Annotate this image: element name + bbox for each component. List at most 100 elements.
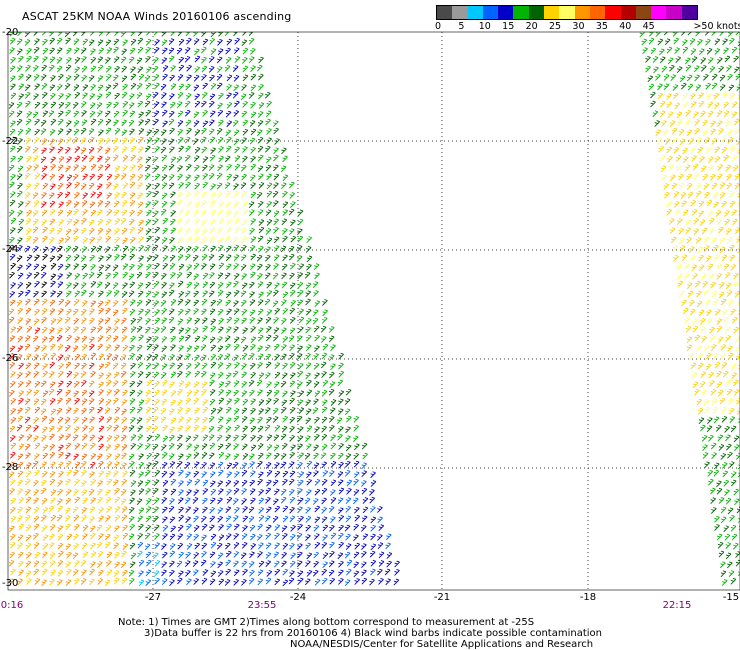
wind-barb xyxy=(710,120,716,128)
wind-barb xyxy=(321,487,328,495)
wind-barb xyxy=(170,344,176,352)
wind-barb xyxy=(361,577,368,585)
wind-barb xyxy=(716,120,723,128)
wind-barb xyxy=(226,326,232,334)
wind-barb xyxy=(700,424,706,432)
wind-barb xyxy=(16,173,23,181)
wind-barb xyxy=(25,74,32,81)
wind-barb xyxy=(712,406,719,414)
wind-barb xyxy=(722,91,729,99)
wind-barb xyxy=(10,506,16,514)
wind-barb xyxy=(691,56,698,64)
wind-barb xyxy=(250,533,256,541)
wind-barb xyxy=(193,515,199,523)
wind-barb xyxy=(81,469,87,477)
wind-barb xyxy=(664,38,671,46)
wind-barb xyxy=(121,119,127,127)
wind-barb xyxy=(226,316,233,324)
wind-barb xyxy=(698,254,704,262)
wind-barb xyxy=(202,406,209,414)
wind-barb xyxy=(89,237,95,244)
wind-barb xyxy=(282,235,288,243)
wind-barb xyxy=(265,515,271,523)
wind-barb xyxy=(161,363,168,371)
wind-barb xyxy=(687,83,694,91)
wind-barb xyxy=(306,471,312,479)
wind-barb xyxy=(232,498,239,505)
wind-barb xyxy=(24,92,31,99)
wind-barb xyxy=(728,190,735,198)
wind-barb xyxy=(328,560,335,568)
wind-barb xyxy=(273,343,280,351)
wind-barb xyxy=(353,460,360,468)
wind-barb xyxy=(106,209,113,216)
wind-barb xyxy=(137,371,144,378)
wind-barb xyxy=(354,542,361,550)
wind-barb xyxy=(241,416,248,423)
wind-barb xyxy=(673,255,679,262)
wind-barb xyxy=(170,191,176,199)
wind-barb xyxy=(200,200,207,208)
wind-barb xyxy=(201,443,208,450)
wind-barb xyxy=(16,255,23,263)
wind-barb xyxy=(338,352,344,360)
wind-barb xyxy=(26,155,32,163)
wind-barb xyxy=(202,497,208,505)
wind-barb xyxy=(250,47,256,55)
wind-barb xyxy=(688,138,695,145)
wind-barb xyxy=(176,156,183,163)
wind-barb xyxy=(25,452,31,460)
wind-barb xyxy=(33,532,39,540)
wind-barb xyxy=(353,452,359,460)
wind-barb xyxy=(112,82,119,90)
wind-barb xyxy=(105,307,111,315)
wind-barb xyxy=(670,236,677,244)
wind-barb xyxy=(226,308,232,316)
wind-barb xyxy=(663,32,668,36)
wind-barb xyxy=(184,47,191,54)
wind-barb xyxy=(680,82,687,90)
wind-barb xyxy=(154,182,160,190)
wind-barb xyxy=(89,93,96,100)
wind-barb xyxy=(225,515,232,523)
wind-barb xyxy=(154,137,160,145)
wind-barb xyxy=(682,209,689,217)
wind-barb xyxy=(680,192,687,199)
wind-barb xyxy=(154,559,161,567)
wind-barb xyxy=(112,300,119,307)
wind-barb xyxy=(233,110,240,117)
wind-barb xyxy=(48,417,55,425)
wind-barb xyxy=(338,532,344,540)
wind-barb xyxy=(89,578,95,586)
wind-barb xyxy=(80,309,87,316)
wind-barb xyxy=(726,561,733,569)
wind-barb xyxy=(306,460,313,468)
wind-barb xyxy=(217,237,224,245)
wind-barb xyxy=(74,560,80,567)
wind-barb xyxy=(281,272,287,280)
wind-barb xyxy=(226,38,233,46)
wind-barb xyxy=(202,317,208,325)
wind-barb xyxy=(178,506,184,514)
wind-barb xyxy=(58,550,64,558)
wind-barb xyxy=(702,119,708,127)
wind-barb xyxy=(322,399,328,407)
wind-barb xyxy=(138,507,145,515)
wind-barb xyxy=(305,524,312,532)
wind-barb xyxy=(66,380,73,388)
wind-barb xyxy=(714,361,721,369)
wind-barb xyxy=(249,417,256,425)
wind-barb xyxy=(337,471,344,478)
wind-barb xyxy=(121,462,127,470)
wind-barb xyxy=(201,550,207,558)
wind-barb xyxy=(273,316,279,324)
wind-barb xyxy=(42,534,49,542)
wind-barb xyxy=(40,128,47,135)
wind-barb xyxy=(66,533,73,541)
wind-barb xyxy=(50,163,56,171)
wind-barb xyxy=(153,101,160,109)
wind-barb xyxy=(201,92,208,99)
wind-barb xyxy=(193,552,199,559)
wind-barb xyxy=(281,263,288,271)
wind-barb xyxy=(217,497,223,505)
